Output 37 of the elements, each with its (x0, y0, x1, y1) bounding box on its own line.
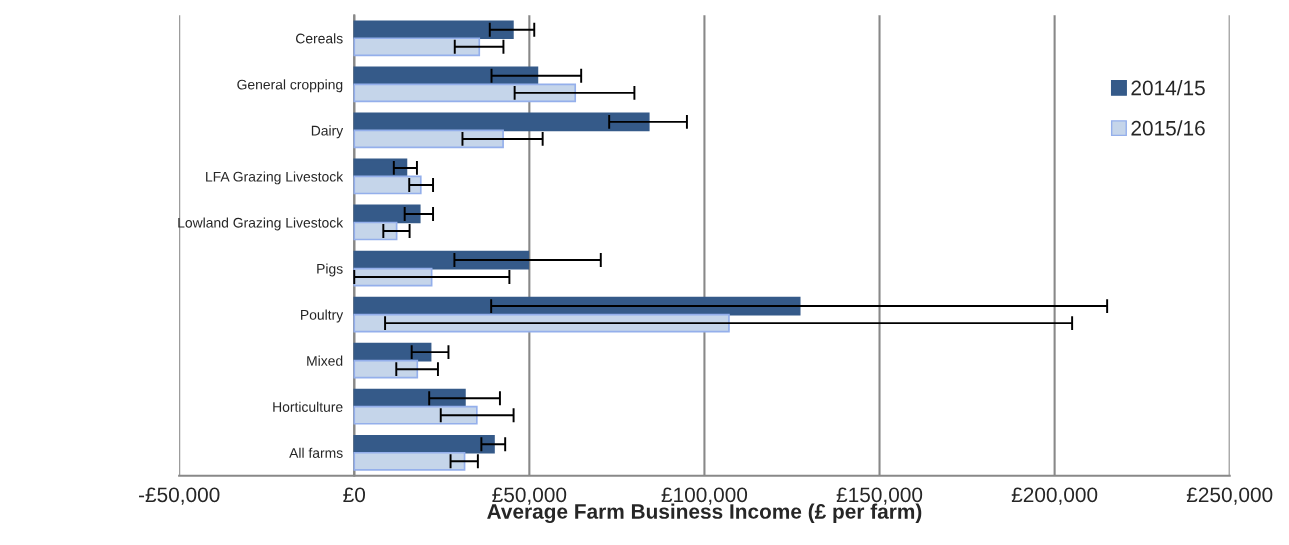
x-tick-label: £250,000 (1186, 487, 1273, 505)
legend-label: 2015/16 (1131, 120, 1205, 136)
bar (353, 451, 466, 471)
bar (353, 342, 432, 362)
bar (353, 388, 466, 408)
bar (353, 20, 514, 40)
x-tick-label: £200,000 (1011, 487, 1098, 505)
y-tick-label: Dairy (311, 125, 344, 139)
x-tick-label: £50,000 (492, 487, 567, 505)
y-tick-label: Cereals (296, 33, 343, 44)
y-tick-label: Lowland Grazing Livestock (178, 217, 344, 231)
x-tick-label: £150,000 (836, 487, 923, 505)
bar (353, 405, 478, 425)
bar (353, 221, 398, 241)
bar (353, 83, 577, 103)
bar (353, 175, 422, 195)
bar (353, 66, 539, 86)
x-tick-label: £0 (343, 487, 366, 503)
bar (353, 434, 495, 454)
y-tick-label: Poultry (301, 309, 344, 323)
y-tick-label: Mixed (307, 355, 343, 366)
y-tick-label: Pigs (317, 263, 343, 277)
y-tick-label: General cropping (237, 79, 343, 93)
x-axis-title: Average Farm Business Income (£ per farm) (487, 503, 922, 524)
bar (353, 129, 504, 149)
x-tick-label: -£50,000 (138, 487, 220, 505)
y-tick-label: All farms (289, 447, 343, 458)
bar (353, 359, 419, 379)
bar (353, 37, 481, 57)
bar (353, 204, 421, 224)
y-tick-label: Horticulture (273, 401, 343, 412)
bar (353, 250, 530, 270)
bar (353, 112, 650, 132)
y-tick-label: LFA Grazing Livestock (206, 171, 344, 185)
bar (353, 158, 408, 178)
x-tick-label: £100,000 (661, 487, 748, 505)
legend-label: 2014/15 (1131, 80, 1205, 96)
